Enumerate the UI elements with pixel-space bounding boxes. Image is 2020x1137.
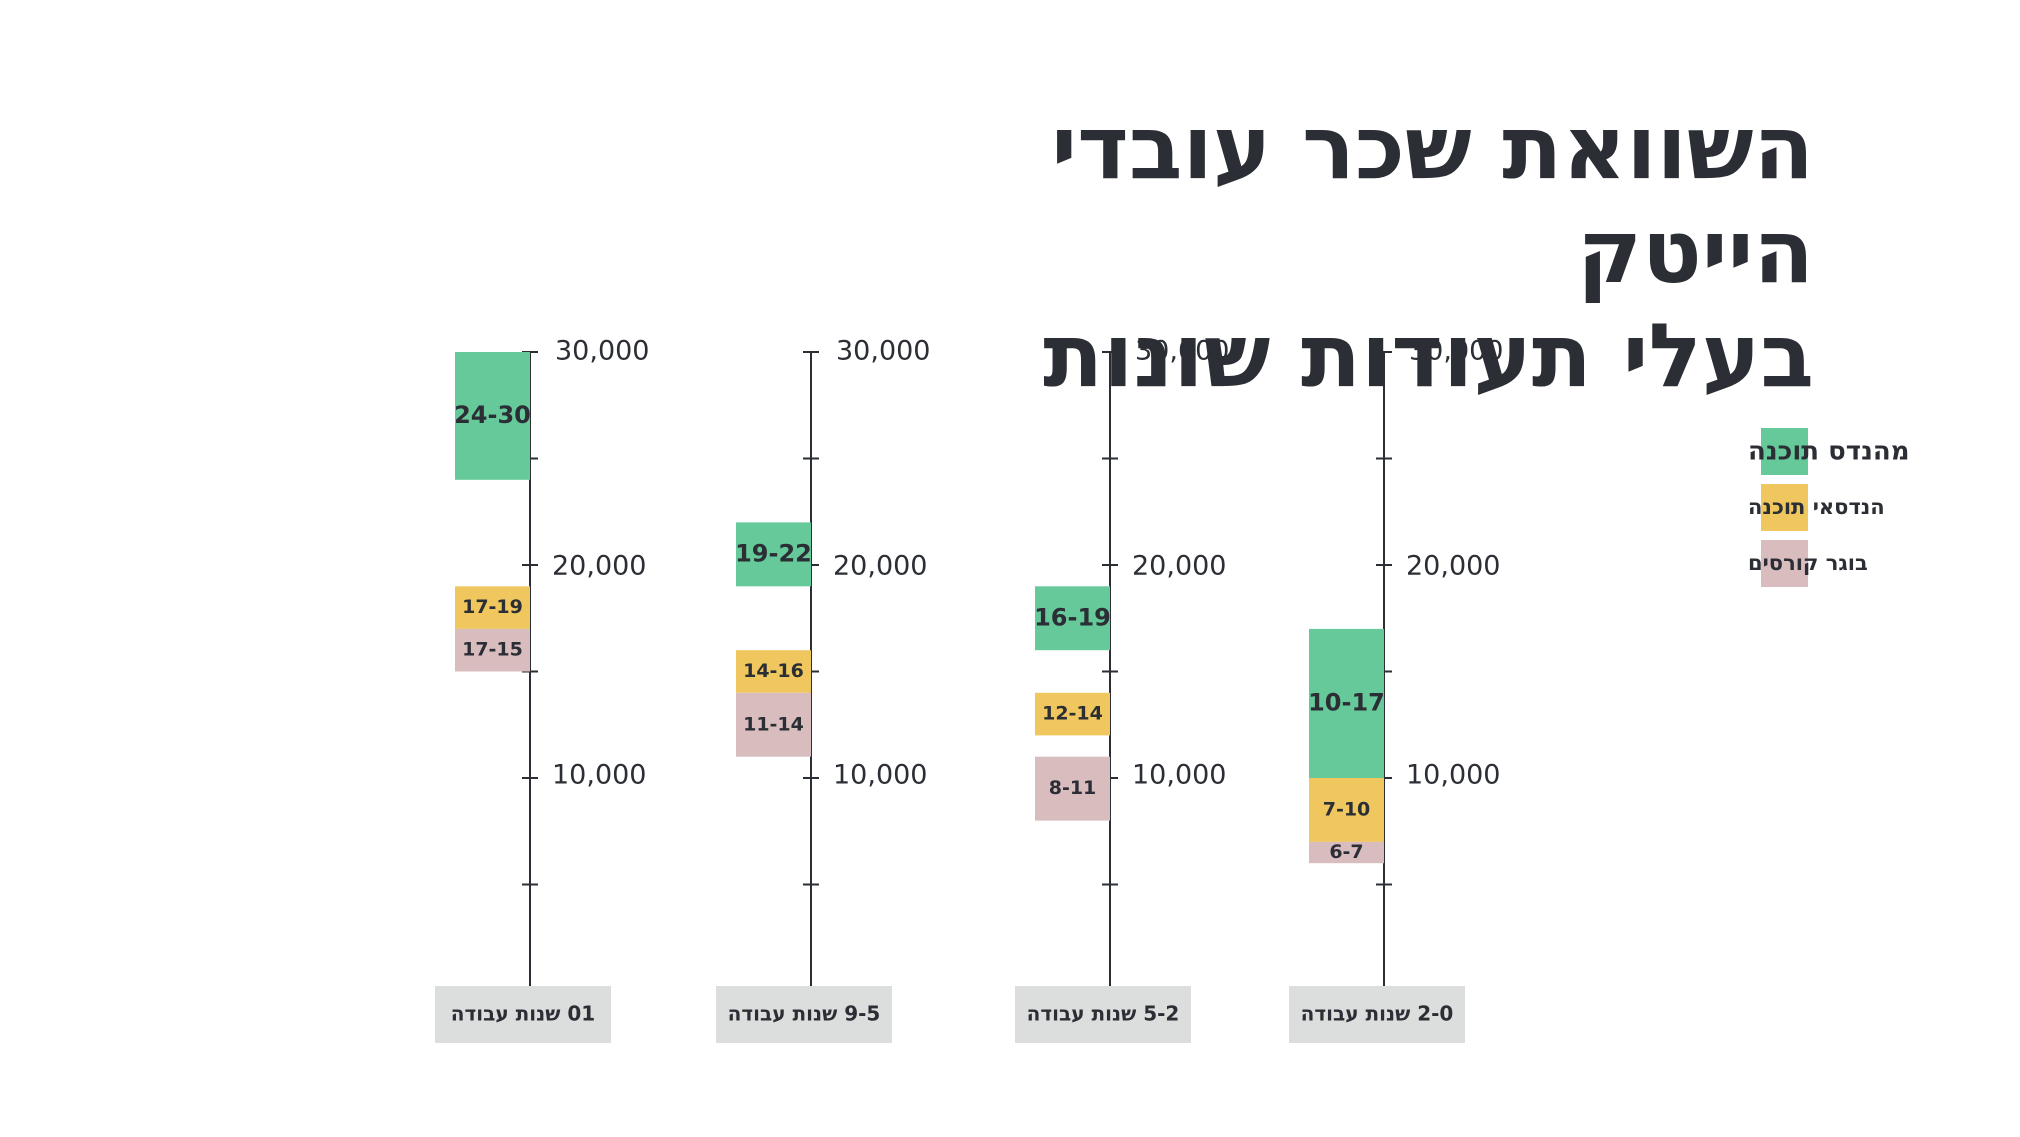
- bar-label-course-grad-1: 6-7: [1329, 841, 1363, 863]
- category-box-3: [716, 986, 892, 1043]
- y-tick-label-3-20000: 20,000: [833, 551, 927, 582]
- category-box-1: [1289, 986, 1465, 1043]
- chart-title-line-2: בעלי תעודות שונות: [1043, 304, 1814, 407]
- bar-label-course-grad-3: 11-14: [743, 713, 804, 735]
- bar-engineer-1: [1309, 628, 1384, 778]
- bar-practical-engineer-2: [1035, 692, 1110, 736]
- bar-label-engineer-3: 19-22: [735, 539, 812, 567]
- bar-course-grad-2: [1035, 756, 1110, 821]
- bar-engineer-3: [736, 522, 811, 587]
- bar-practical-engineer-4: [455, 586, 530, 629]
- category-box-2: [1015, 986, 1191, 1043]
- bar-course-grad-4: [455, 628, 530, 672]
- y-tick-label-3-10000: 10,000: [833, 760, 927, 791]
- legend-label-practical-engineer: הנדסאי תוכנה: [1748, 495, 1885, 519]
- legend-label-course-grad: בוגר קורסים: [1748, 551, 1868, 575]
- category-label-4: 01 שנות עבודה: [451, 1002, 595, 1026]
- bar-label-course-grad-4: 17-15: [462, 639, 523, 661]
- bar-label-practical-engineer-1: 7-10: [1323, 798, 1371, 820]
- y-tick-label-2-30000: 30,000: [1135, 336, 1229, 367]
- bar-label-course-grad-2: 8-11: [1049, 777, 1097, 799]
- category-label-1: 2-0 שנות עבודה: [1301, 1002, 1454, 1026]
- y-tick-label-4-20000: 20,000: [552, 551, 646, 582]
- chart-title: השוואת שכר עובדי הייטק בעלי תעודות שונות: [814, 96, 1814, 408]
- bar-practical-engineer-1: [1309, 778, 1384, 842]
- bar-label-engineer-1: 10-17: [1308, 688, 1385, 716]
- bar-label-engineer-4: 24-30: [454, 401, 531, 429]
- legend-swatch-course-grad: [1761, 540, 1808, 587]
- bar-label-practical-engineer-3: 14-16: [743, 660, 804, 682]
- bar-engineer-4: [455, 352, 530, 480]
- chart-title-line-1: השוואת שכר עובדי הייטק: [1051, 96, 1814, 303]
- legend-swatch-practical-engineer: [1761, 484, 1808, 531]
- y-tick-label-4-30000: 30,000: [555, 336, 649, 367]
- category-box-4: [435, 986, 611, 1043]
- y-tick-label-1-20000: 20,000: [1406, 551, 1500, 582]
- bar-practical-engineer-3: [736, 650, 811, 693]
- legend-label-engineer: מהנדס תוכנה: [1748, 437, 1910, 467]
- bar-label-practical-engineer-4: 17-19: [462, 596, 523, 618]
- y-tick-label-1-30000: 30,000: [1409, 336, 1503, 367]
- y-tick-label-3-30000: 30,000: [836, 336, 930, 367]
- category-label-2: 5-2 שנות עבודה: [1027, 1002, 1180, 1026]
- bar-label-practical-engineer-2: 12-14: [1042, 703, 1103, 725]
- bar-engineer-2: [1035, 586, 1110, 651]
- category-label-3: 9-5 שנות עבודה: [728, 1002, 881, 1026]
- y-tick-label-4-10000: 10,000: [552, 760, 646, 791]
- bar-course-grad-3: [736, 692, 811, 757]
- bar-label-engineer-2: 16-19: [1034, 603, 1111, 631]
- y-tick-label-2-10000: 10,000: [1132, 760, 1226, 791]
- legend-swatch-engineer: [1761, 428, 1808, 475]
- y-tick-label-2-20000: 20,000: [1132, 551, 1226, 582]
- bar-course-grad-1: [1309, 841, 1384, 864]
- y-tick-label-1-10000: 10,000: [1406, 760, 1500, 791]
